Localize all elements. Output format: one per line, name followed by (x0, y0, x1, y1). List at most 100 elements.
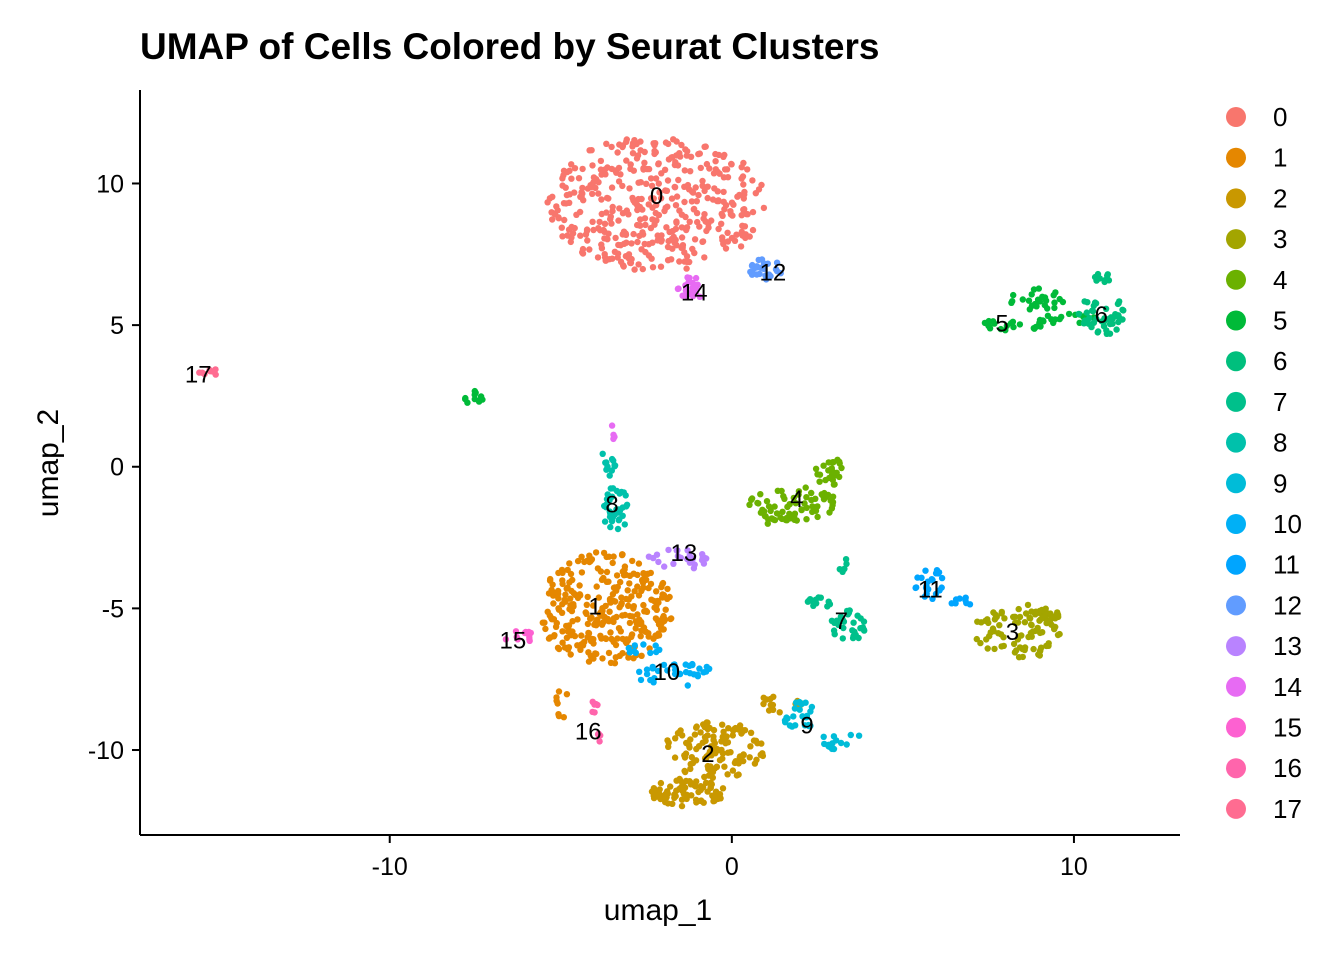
data-point (803, 504, 810, 511)
data-point (615, 241, 622, 249)
legend-key-3 (1226, 229, 1246, 250)
legend-label-15: 15 (1273, 713, 1302, 743)
data-point (665, 140, 672, 148)
data-point (512, 628, 520, 635)
data-point (597, 568, 605, 575)
data-point (683, 286, 690, 294)
data-point (555, 606, 563, 613)
data-point (1016, 613, 1024, 621)
y-ticks: -10 -5 0 5 10 (88, 170, 140, 765)
data-point (684, 547, 691, 554)
data-point (688, 188, 696, 195)
data-point (697, 729, 704, 736)
data-point (617, 258, 625, 266)
data-point (839, 615, 846, 622)
cluster-0-points (544, 136, 768, 273)
data-point (792, 722, 799, 729)
data-point (816, 478, 823, 485)
legend-label-2: 2 (1273, 183, 1287, 213)
data-point (860, 626, 868, 633)
data-point (1119, 306, 1126, 313)
data-point (658, 170, 665, 177)
data-point (562, 591, 569, 598)
data-point (690, 206, 697, 213)
data-point (689, 292, 697, 300)
data-point (682, 213, 689, 221)
data-point (513, 633, 520, 641)
data-point (749, 226, 757, 234)
data-point (676, 258, 683, 265)
data-point (702, 668, 710, 675)
data-point (608, 165, 615, 173)
data-point (652, 615, 660, 622)
data-point (697, 797, 704, 805)
data-point (683, 265, 690, 272)
data-point (603, 140, 610, 147)
data-point (610, 618, 617, 626)
data-point (656, 786, 663, 793)
data-point (601, 166, 609, 173)
data-point (1115, 318, 1122, 326)
data-point (682, 768, 689, 776)
data-point (201, 370, 208, 378)
data-point (578, 189, 585, 196)
data-point (1039, 317, 1047, 324)
data-point (791, 512, 798, 520)
data-point (929, 595, 936, 602)
legend-label-17: 17 (1273, 794, 1302, 824)
data-point (760, 204, 768, 212)
data-point (604, 236, 611, 243)
legend-key-5 (1226, 310, 1246, 331)
data-point (1051, 304, 1058, 312)
data-point (647, 569, 654, 577)
data-point (586, 552, 593, 559)
cluster-15-points (502, 628, 534, 645)
data-point (825, 459, 832, 466)
data-point (578, 553, 585, 560)
data-point (640, 641, 647, 648)
data-point (704, 725, 711, 733)
data-point (608, 220, 615, 227)
data-point (648, 182, 656, 189)
data-point (657, 621, 664, 628)
data-point (608, 184, 616, 191)
data-point (608, 422, 616, 429)
data-point (684, 181, 692, 189)
data-point (622, 492, 629, 499)
data-point (663, 224, 670, 231)
data-point (622, 595, 630, 603)
data-point (551, 211, 559, 218)
data-point (672, 735, 679, 742)
data-point (671, 794, 678, 801)
data-point (738, 730, 745, 737)
legend-key-7 (1226, 391, 1246, 412)
data-point (707, 763, 714, 770)
data-point (631, 588, 638, 595)
data-point (668, 256, 675, 263)
data-point (605, 649, 613, 657)
cluster-7-points (804, 556, 868, 642)
data-point (830, 733, 838, 740)
data-point (1094, 270, 1102, 278)
data-point (764, 260, 771, 267)
data-point (647, 649, 654, 657)
data-point (808, 496, 815, 504)
data-point (686, 218, 693, 225)
data-point (814, 513, 821, 521)
data-point (652, 642, 659, 649)
data-point (599, 655, 606, 662)
data-point (622, 638, 629, 645)
data-point (1014, 619, 1022, 626)
data-point (589, 190, 596, 197)
data-point (1018, 632, 1025, 639)
data-point (782, 516, 789, 524)
data-point (839, 635, 846, 642)
data-point (619, 210, 627, 217)
data-point (719, 721, 726, 728)
data-point (741, 223, 749, 230)
data-point (665, 743, 672, 750)
x-ticks: -10 0 10 (372, 835, 1088, 881)
y-tick-label: 5 (110, 312, 124, 340)
cluster-label-2: 2 (701, 741, 714, 768)
data-point (711, 797, 718, 804)
